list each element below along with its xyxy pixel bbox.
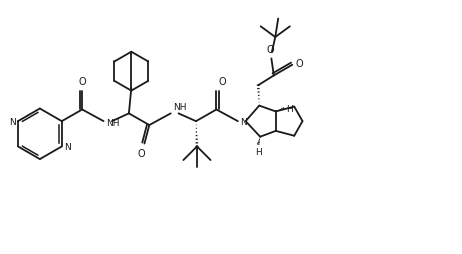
Text: O: O [79,77,86,87]
Text: N: N [240,117,247,126]
Text: NH: NH [173,103,186,112]
Text: N: N [9,117,16,126]
Text: O: O [296,59,304,69]
Text: O: O [267,44,274,54]
Text: NH: NH [106,119,120,128]
Text: O: O [219,77,226,87]
Text: H: H [286,104,293,113]
Text: O: O [138,149,146,159]
Text: N: N [64,142,71,151]
Text: H: H [255,148,261,157]
